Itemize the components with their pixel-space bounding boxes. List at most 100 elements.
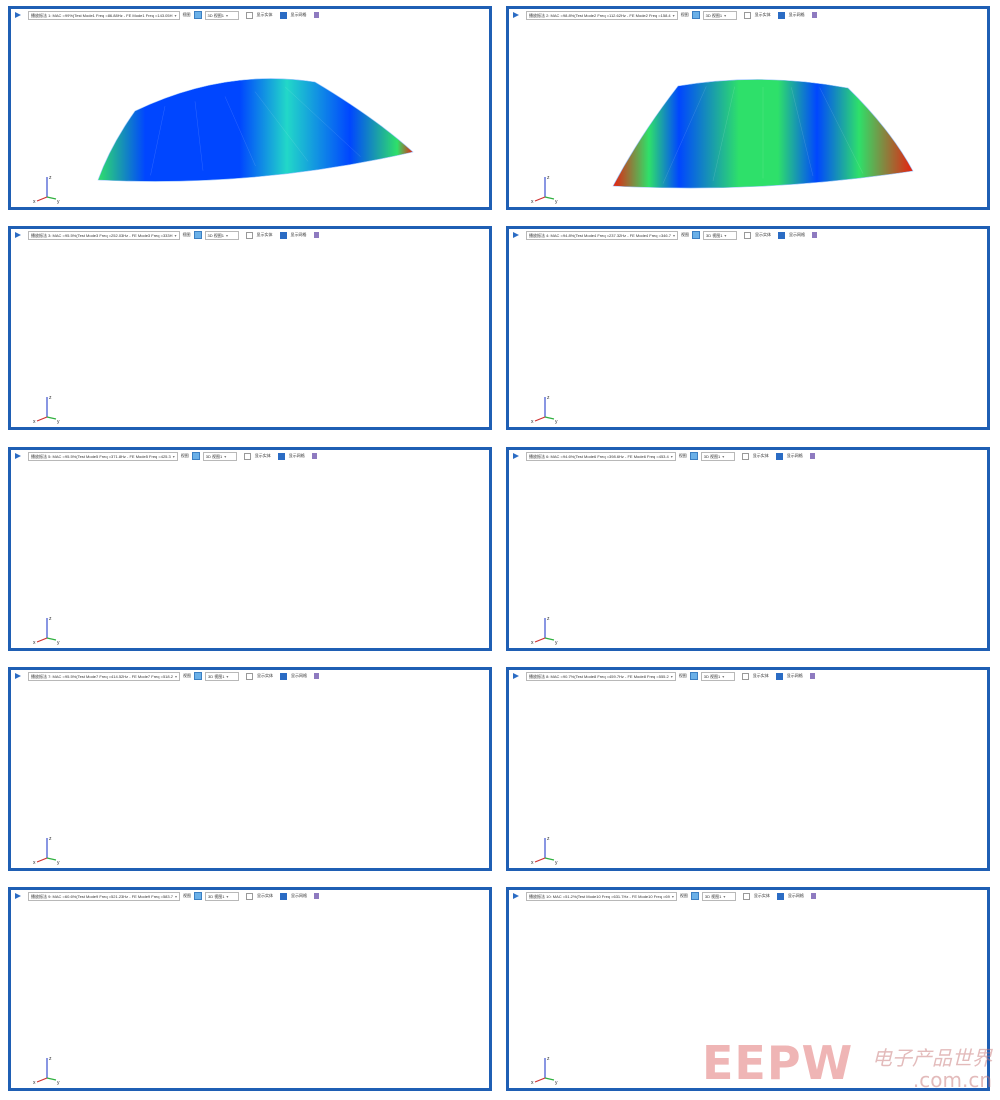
show-solid-checkbox[interactable] <box>245 11 253 19</box>
show-mesh-checkbox[interactable] <box>777 11 785 19</box>
show-solid-label: 显示实体 <box>752 453 769 458</box>
show-solid-checkbox[interactable] <box>245 672 253 680</box>
play-icon[interactable] <box>513 673 519 679</box>
show-mesh-checkbox[interactable] <box>279 672 287 680</box>
play-icon[interactable] <box>15 232 21 238</box>
z-axis-label: z <box>49 616 52 622</box>
mode-select[interactable]: 播放振法 1: MAC =99%(Test Mode1 Freq =86.88H… <box>28 10 180 20</box>
view-select[interactable]: 3D 视图1 ▾ <box>701 891 736 901</box>
play-icon[interactable] <box>15 893 21 899</box>
mode-label: 播放振法 2: MAC =98.8%(Test Mode2 Freq =112.… <box>529 12 671 18</box>
mode-shape-plot[interactable]: z x y <box>11 241 489 427</box>
show-solid-checkbox[interactable] <box>741 452 749 460</box>
mode-select[interactable]: 播放振法 2: MAC =98.8%(Test Mode2 Freq =112.… <box>526 10 678 20</box>
view-label: 3D 视图1 <box>704 893 722 899</box>
axis-triad: z x y <box>531 616 558 646</box>
view-select[interactable]: 3D 视图1 ▾ <box>700 671 735 681</box>
play-icon[interactable] <box>513 453 519 459</box>
export-icon[interactable] <box>809 673 815 679</box>
mode-shape-plot[interactable]: z x y <box>11 21 489 207</box>
export-icon[interactable] <box>809 453 815 459</box>
view-prefix: 视图 <box>182 232 191 237</box>
mode-select[interactable]: 播放振法 5: MAC =95.5%(Test Mode5 Freq =371.… <box>28 451 178 461</box>
show-mesh-checkbox[interactable] <box>279 11 287 19</box>
chevron-down-icon: ▾ <box>226 893 229 899</box>
mode-shape-plot[interactable]: z x y <box>509 682 987 868</box>
show-solid-label: 显示实体 <box>254 453 271 458</box>
chevron-down-icon: ▾ <box>672 12 675 18</box>
show-mesh-checkbox[interactable] <box>777 231 785 239</box>
view-select[interactable]: 3D 视图1 ▾ <box>204 671 239 681</box>
export-icon[interactable] <box>313 232 319 238</box>
show-solid-checkbox[interactable] <box>741 672 749 680</box>
export-icon[interactable] <box>313 12 319 18</box>
mode-select[interactable]: 播放振法 6: MAC =94.6%(Test Mode6 Freq =398.… <box>526 451 676 461</box>
y-axis <box>46 416 57 420</box>
mode-label: 播放振法 4: MAC =94.8%(Test Mode4 Freq =237.… <box>529 232 671 238</box>
show-mesh-checkbox[interactable] <box>775 672 783 680</box>
view-select[interactable]: 3D 视图1 ▾ <box>204 891 239 901</box>
mode-select[interactable]: 播放振法 4: MAC =94.8%(Test Mode4 Freq =237.… <box>526 230 678 240</box>
export-icon[interactable] <box>313 673 319 679</box>
mode-shape-plot[interactable]: z x y <box>509 902 987 1088</box>
mode-shape-plot[interactable]: z x y <box>11 462 489 648</box>
mode-select[interactable]: 播放振法 8: MAC =90.7%(Test Mode8 Freq =459.… <box>526 671 676 681</box>
view-select[interactable]: 3D 视图1 ▾ <box>204 230 239 240</box>
play-icon[interactable] <box>15 453 21 459</box>
mode-select[interactable]: 播放振法 7: MAC =95.5%(Test Mode7 Freq =414.… <box>28 671 180 681</box>
export-icon[interactable] <box>313 893 319 899</box>
y-axis-label: y <box>555 199 558 205</box>
show-solid-checkbox[interactable] <box>743 231 751 239</box>
show-solid-checkbox[interactable] <box>245 892 253 900</box>
mesh-line <box>194 101 204 171</box>
play-icon[interactable] <box>15 673 21 679</box>
view-label: 3D 视图1 <box>705 232 723 238</box>
mode-select[interactable]: 播放振法 10: MAC =51.2%(Test Mode10 Freq =63… <box>526 891 677 901</box>
mode-panel: 播放振法 8: MAC =90.7%(Test Mode8 Freq =459.… <box>506 667 990 871</box>
view-select[interactable]: 3D 视图1 ▾ <box>202 451 237 461</box>
show-mesh-checkbox[interactable] <box>775 452 783 460</box>
mode-shape-plot[interactable]: z x y <box>11 682 489 868</box>
view-select[interactable]: 3D 视图1 ▾ <box>700 451 735 461</box>
mode-shape-plot[interactable]: z x y <box>509 21 987 207</box>
show-mesh-checkbox[interactable] <box>277 452 285 460</box>
show-mesh-checkbox[interactable] <box>776 892 784 900</box>
mode-label: 播放振法 7: MAC =95.5%(Test Mode7 Freq =414.… <box>31 673 173 679</box>
mode-shape-plot[interactable]: z x y <box>11 902 489 1088</box>
z-axis-label: z <box>49 836 52 842</box>
x-axis-label: x <box>33 199 36 205</box>
play-icon[interactable] <box>513 232 519 238</box>
mode-select[interactable]: 播放振法 9: MAC =60.6%(Test Mode9 Freq =521.… <box>28 891 180 901</box>
view-label: 3D 视图1 <box>207 673 225 679</box>
view-select[interactable]: 3D 视图1 ▾ <box>702 10 737 20</box>
show-solid-checkbox[interactable] <box>243 452 251 460</box>
show-mesh-checkbox[interactable] <box>279 231 287 239</box>
mode-select[interactable]: 播放振法 3: MAC =95.5%(Test Mode3 Freq =252.… <box>28 230 180 240</box>
play-icon[interactable] <box>15 12 21 18</box>
view-select[interactable]: 3D 视图1 ▾ <box>204 10 239 20</box>
show-mesh-checkbox[interactable] <box>279 892 287 900</box>
view-select[interactable]: 3D 视图1 ▾ <box>702 230 737 240</box>
export-icon[interactable] <box>811 232 817 238</box>
show-solid-checkbox[interactable] <box>742 892 750 900</box>
play-icon[interactable] <box>513 893 519 899</box>
show-solid-checkbox[interactable] <box>245 231 253 239</box>
z-axis-label: z <box>547 175 550 181</box>
x-axis-label: x <box>531 640 534 646</box>
mode-shape-plot[interactable]: z x y <box>509 462 987 648</box>
show-solid-checkbox[interactable] <box>743 11 751 19</box>
mode-label: 播放振法 3: MAC =95.5%(Test Mode3 Freq =252.… <box>31 232 173 238</box>
chevron-down-icon: ▾ <box>722 453 725 459</box>
play-icon[interactable] <box>513 12 519 18</box>
axis-triad: z x y <box>33 175 60 205</box>
panel-toolbar: 播放振法 3: MAC =95.5%(Test Mode3 Freq =252.… <box>11 229 489 241</box>
view-prefix: 视图 <box>678 673 687 678</box>
x-axis <box>534 196 546 202</box>
export-icon[interactable] <box>811 12 817 18</box>
panel-toolbar: 播放振法 10: MAC =51.2%(Test Mode10 Freq =63… <box>509 890 987 902</box>
mode-shape-plot[interactable]: z x y <box>509 241 987 427</box>
export-icon[interactable] <box>311 453 317 459</box>
mesh-line <box>819 87 864 174</box>
export-icon[interactable] <box>810 893 816 899</box>
axis-triad: z x y <box>33 1056 60 1086</box>
